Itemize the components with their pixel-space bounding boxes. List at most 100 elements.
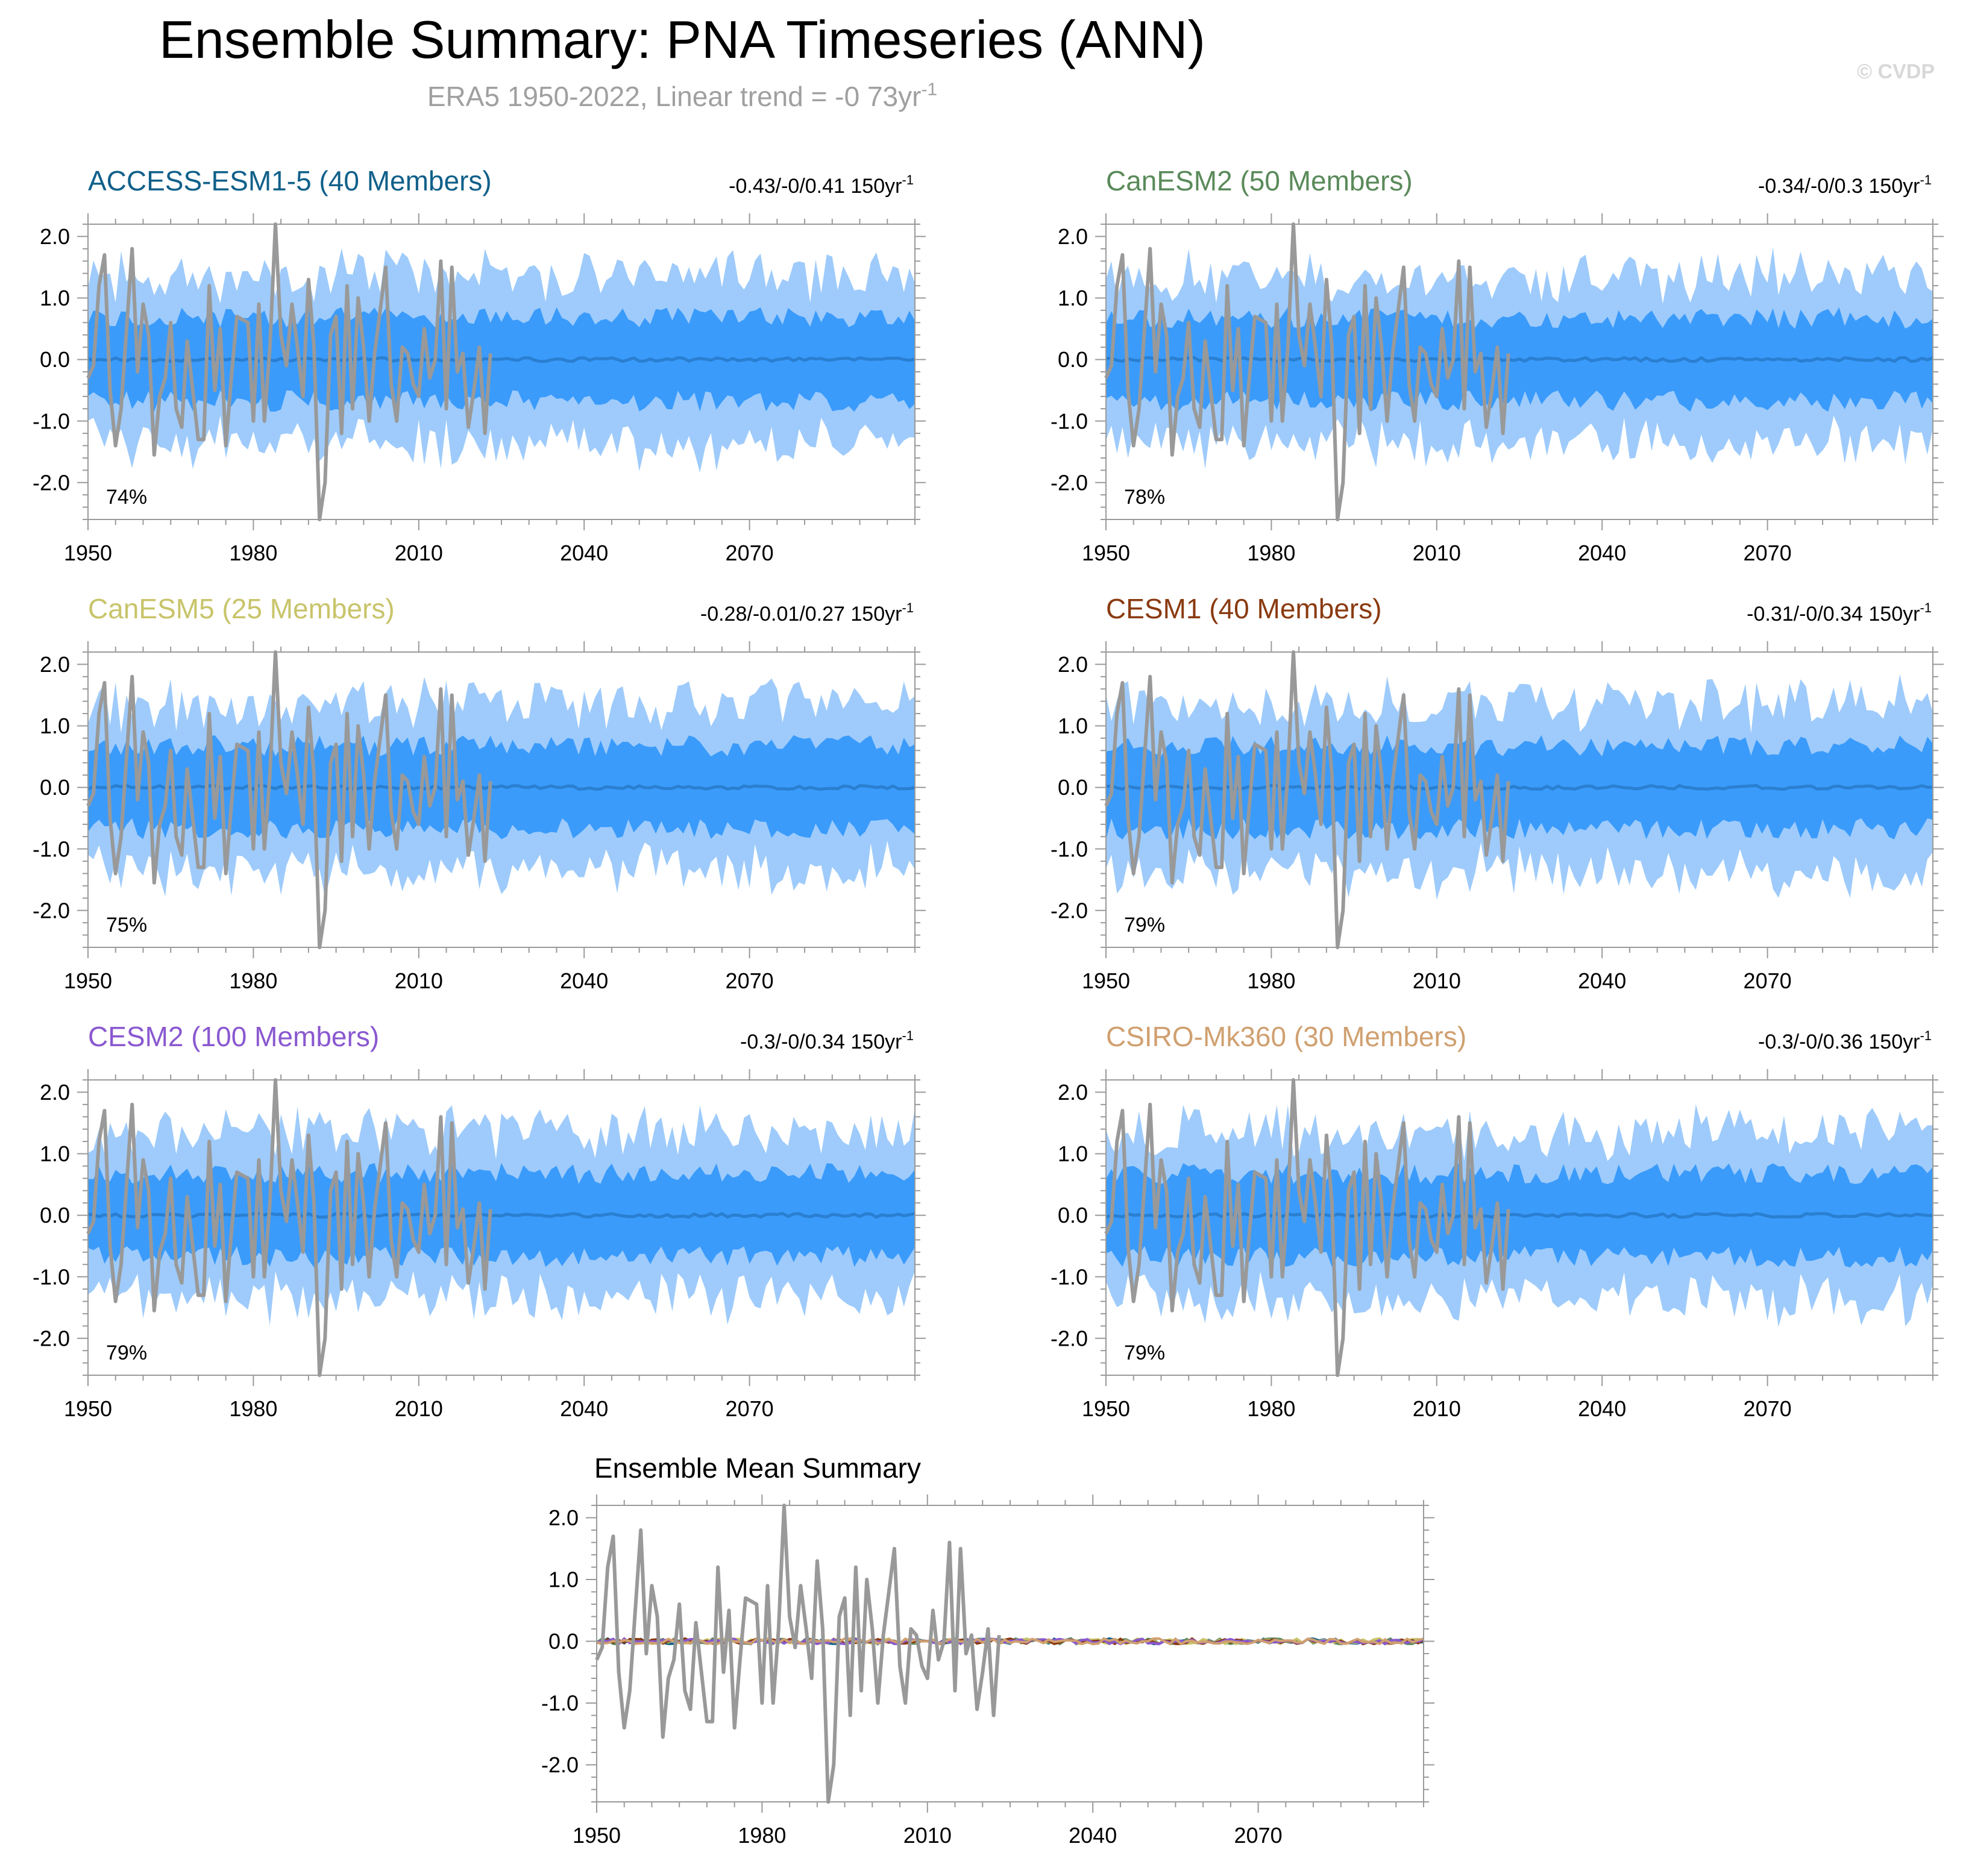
ensemble-mean-line: [1105, 1211, 1933, 1219]
observed-pna-line: [86, 650, 492, 949]
y-tick-label: -2.0: [1051, 1326, 1088, 1351]
panel-trend-label: -0.31/-0/0.34 150yr-1: [1747, 600, 1932, 626]
x-tick-label: 2040: [560, 1396, 608, 1421]
ensemble-mean-line: [87, 783, 916, 791]
x-tick-label: 1980: [738, 1823, 786, 1848]
y-tick-label: 1.0: [1058, 1141, 1088, 1166]
y-tick-label: 1.0: [40, 1141, 70, 1166]
panel-percent-label: 79%: [1124, 1341, 1165, 1364]
y-tick-label: -2.0: [33, 1326, 70, 1351]
axes: 2.0 1.0 0.0 -1.0 -2.0 1950 1980 2010 2040 2070: [33, 213, 926, 565]
x-tick-label: 2010: [395, 968, 443, 993]
y-tick-label: 0.0: [40, 775, 70, 800]
ensemble-mean-line: [87, 1211, 916, 1219]
observed-pna-line: [1104, 1078, 1510, 1377]
panel-model-title: ACCESS-ESM1-5 (40 Members): [88, 165, 492, 196]
panel-model-title: CESM1 (40 Members): [1106, 593, 1382, 624]
axes: 2.0 1.0 0.0 -1.0 -2.0 1950 1980 2010 2040 2070: [1051, 641, 1944, 993]
y-tick-label: 0.0: [40, 347, 70, 372]
x-tick-label: 2040: [1578, 1396, 1626, 1421]
trend-superscript: -1: [1920, 172, 1932, 187]
y-tick-label: -1.0: [1051, 836, 1088, 861]
y-tick-label: 2.0: [40, 1080, 70, 1105]
y-tick-label: -1.0: [33, 836, 70, 861]
x-tick-label: 2040: [560, 541, 608, 565]
y-tick-label: -1.0: [1051, 1264, 1088, 1289]
x-tick-label: 1950: [64, 968, 112, 993]
x-tick-label: 1980: [229, 541, 277, 565]
axes: 2.0 1.0 0.0 -1.0 -2.0 1950 1980 2010 2040 2070: [1051, 1069, 1944, 1421]
ensemble-panel: 2.0 1.0 0.0 -1.0 -2.0 1950 1980 2010 2040 2070 CSI…: [1051, 1021, 1944, 1421]
x-tick-label: 2070: [726, 968, 774, 993]
panel-trend-label: -0.28/-0.01/0.27 150yr-1: [700, 600, 914, 626]
x-tick-label: 2010: [903, 1823, 952, 1848]
y-tick-label: -1.0: [541, 1691, 579, 1716]
y-tick-label: -1.0: [33, 1264, 70, 1289]
ensemble-mean-line: [87, 356, 916, 363]
axes: 2.0 1.0 0.0 -1.0 -2.0 1950 1980 2010 2040 2070: [33, 1069, 926, 1421]
x-tick-label: 1950: [1082, 1396, 1130, 1421]
figure-subtitle: ERA5 1950-2022, Linear trend = -0 73yr-1: [427, 80, 937, 112]
x-tick-label: 2070: [1744, 1396, 1792, 1421]
watermark: © CVDP: [1857, 60, 1935, 83]
axes: 2.0 1.0 0.0 -1.0 -2.0 1950 1980 2010 2040 2070: [33, 641, 926, 993]
ensemble-mean-line: [1105, 783, 1933, 791]
panel-model-title: CESM2 (100 Members): [88, 1021, 379, 1052]
axes: 2.0 1.0 0.0 -1.0 -2.0 1950 1980 2010 2040 2070: [541, 1495, 1434, 1848]
summary-title: Ensemble Mean Summary: [594, 1452, 921, 1484]
ensemble-panel: 2.0 1.0 0.0 -1.0 -2.0 1950 1980 2010 2040 2070 Can…: [33, 593, 926, 993]
y-tick-label: 2.0: [40, 652, 70, 677]
panel-model-title: CanESM2 (50 Members): [1106, 165, 1413, 196]
y-tick-label: 0.0: [1058, 1203, 1088, 1228]
trend-text: -0.31/-0/0.34 150yr: [1747, 603, 1920, 626]
trend-superscript: -1: [902, 600, 914, 615]
ensemble-panel: 2.0 1.0 0.0 -1.0 -2.0 1950 1980 2010 2040 2070 CES…: [1051, 593, 1944, 993]
trend-superscript: -1: [902, 172, 914, 187]
y-tick-label: -1.0: [1051, 409, 1088, 433]
x-tick-label: 2040: [560, 968, 608, 993]
x-tick-label: 1950: [64, 541, 112, 565]
axes: 2.0 1.0 0.0 -1.0 -2.0 1950 1980 2010 2040 2070: [1051, 213, 1944, 565]
x-tick-label: 1950: [1082, 968, 1130, 993]
y-tick-label: 0.0: [548, 1629, 579, 1654]
observed-pna-line: [1104, 650, 1510, 949]
y-tick-label: 1.0: [1058, 714, 1088, 738]
y-tick-label: 2.0: [40, 224, 70, 249]
y-tick-label: 1.0: [548, 1567, 579, 1592]
x-tick-label: 2070: [1234, 1823, 1283, 1848]
y-tick-label: -2.0: [541, 1752, 579, 1777]
x-tick-label: 2070: [726, 1396, 774, 1421]
panel-model-title: CSIRO-Mk360 (30 Members): [1106, 1021, 1466, 1052]
model-mean-line: [596, 1637, 1424, 1646]
panel-percent-label: 75%: [106, 914, 147, 936]
trend-text: -0.3/-0/0.36 150yr: [1758, 1031, 1920, 1053]
panel-percent-label: 74%: [106, 486, 147, 509]
panel-trend-label: -0.3/-0/0.36 150yr-1: [1758, 1028, 1932, 1053]
x-tick-label: 2040: [1069, 1823, 1117, 1848]
x-tick-label: 2010: [395, 541, 443, 565]
x-tick-label: 1950: [1082, 541, 1130, 565]
trend-superscript: -1: [1920, 600, 1932, 615]
y-tick-label: 2.0: [1058, 224, 1088, 249]
trend-text: -0.3/-0/0.34 150yr: [740, 1031, 902, 1053]
trend-text: -0.43/-0/0.41 150yr: [729, 175, 902, 198]
x-tick-label: 2070: [726, 541, 774, 565]
ensemble-panel: 2.0 1.0 0.0 -1.0 -2.0 1950 1980 2010 2040 2070 CES…: [33, 1021, 926, 1421]
x-tick-label: 2070: [1744, 968, 1792, 993]
y-tick-label: -2.0: [33, 898, 70, 923]
trend-superscript: -1: [902, 1028, 914, 1043]
y-tick-label: -1.0: [33, 409, 70, 433]
panel-percent-label: 79%: [1124, 914, 1165, 936]
y-tick-label: 2.0: [1058, 1080, 1088, 1105]
trend-text: -0.34/-0/0.3 150yr: [1758, 175, 1920, 198]
y-tick-label: 0.0: [40, 1203, 70, 1228]
y-tick-label: 1.0: [40, 286, 70, 310]
y-tick-label: 0.0: [1058, 347, 1088, 372]
trend-text: -0.28/-0.01/0.27 150yr: [700, 603, 902, 626]
x-tick-label: 2070: [1744, 541, 1792, 565]
y-tick-label: -2.0: [1051, 470, 1088, 495]
y-tick-label: 2.0: [548, 1505, 579, 1530]
y-tick-label: -2.0: [33, 470, 70, 495]
y-tick-label: 0.0: [1058, 775, 1088, 800]
